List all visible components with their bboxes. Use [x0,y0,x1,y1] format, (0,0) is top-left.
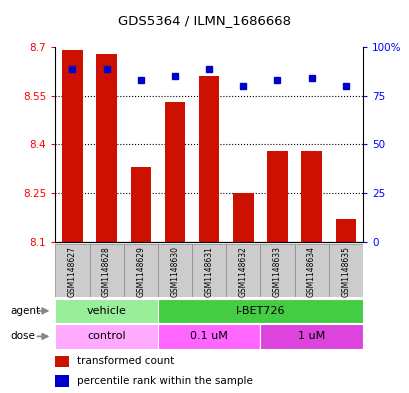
Bar [260,324,362,349]
Text: dose: dose [10,331,35,342]
Text: 1 uM: 1 uM [297,331,324,342]
Bar [260,244,294,297]
Bar [157,324,260,349]
Text: GSM1148628: GSM1148628 [102,246,111,297]
Text: agent: agent [10,306,40,316]
Text: GSM1148631: GSM1148631 [204,246,213,297]
Text: GSM1148634: GSM1148634 [306,246,315,297]
Bar [328,244,362,297]
Bar [294,244,328,297]
Bar [55,324,157,349]
Bar [191,244,226,297]
Text: I-BET726: I-BET726 [235,306,284,316]
Text: transformed count: transformed count [77,356,174,366]
Text: GSM1148630: GSM1148630 [170,246,179,297]
Text: 0.1 uM: 0.1 uM [190,331,227,342]
Bar [62,50,83,242]
Text: percentile rank within the sample: percentile rank within the sample [77,376,252,386]
Text: GSM1148632: GSM1148632 [238,246,247,297]
Bar [55,375,69,387]
Bar [267,151,287,242]
Text: GSM1148635: GSM1148635 [340,246,349,297]
Bar [55,356,69,367]
Bar [164,102,185,242]
Bar [55,244,89,297]
Bar [130,167,151,242]
Text: GDS5364 / ILMN_1686668: GDS5364 / ILMN_1686668 [118,14,291,27]
Text: control: control [87,331,126,342]
Bar [232,193,253,242]
Text: GSM1148627: GSM1148627 [68,246,77,297]
Bar [157,299,362,323]
Bar [198,76,219,242]
Bar [89,244,124,297]
Bar [301,151,321,242]
Bar [226,244,260,297]
Bar [124,244,157,297]
Text: GSM1148633: GSM1148633 [272,246,281,297]
Bar [335,219,355,242]
Text: GSM1148629: GSM1148629 [136,246,145,297]
Bar [157,244,191,297]
Bar [96,54,117,242]
Text: vehicle: vehicle [86,306,126,316]
Bar [55,299,157,323]
